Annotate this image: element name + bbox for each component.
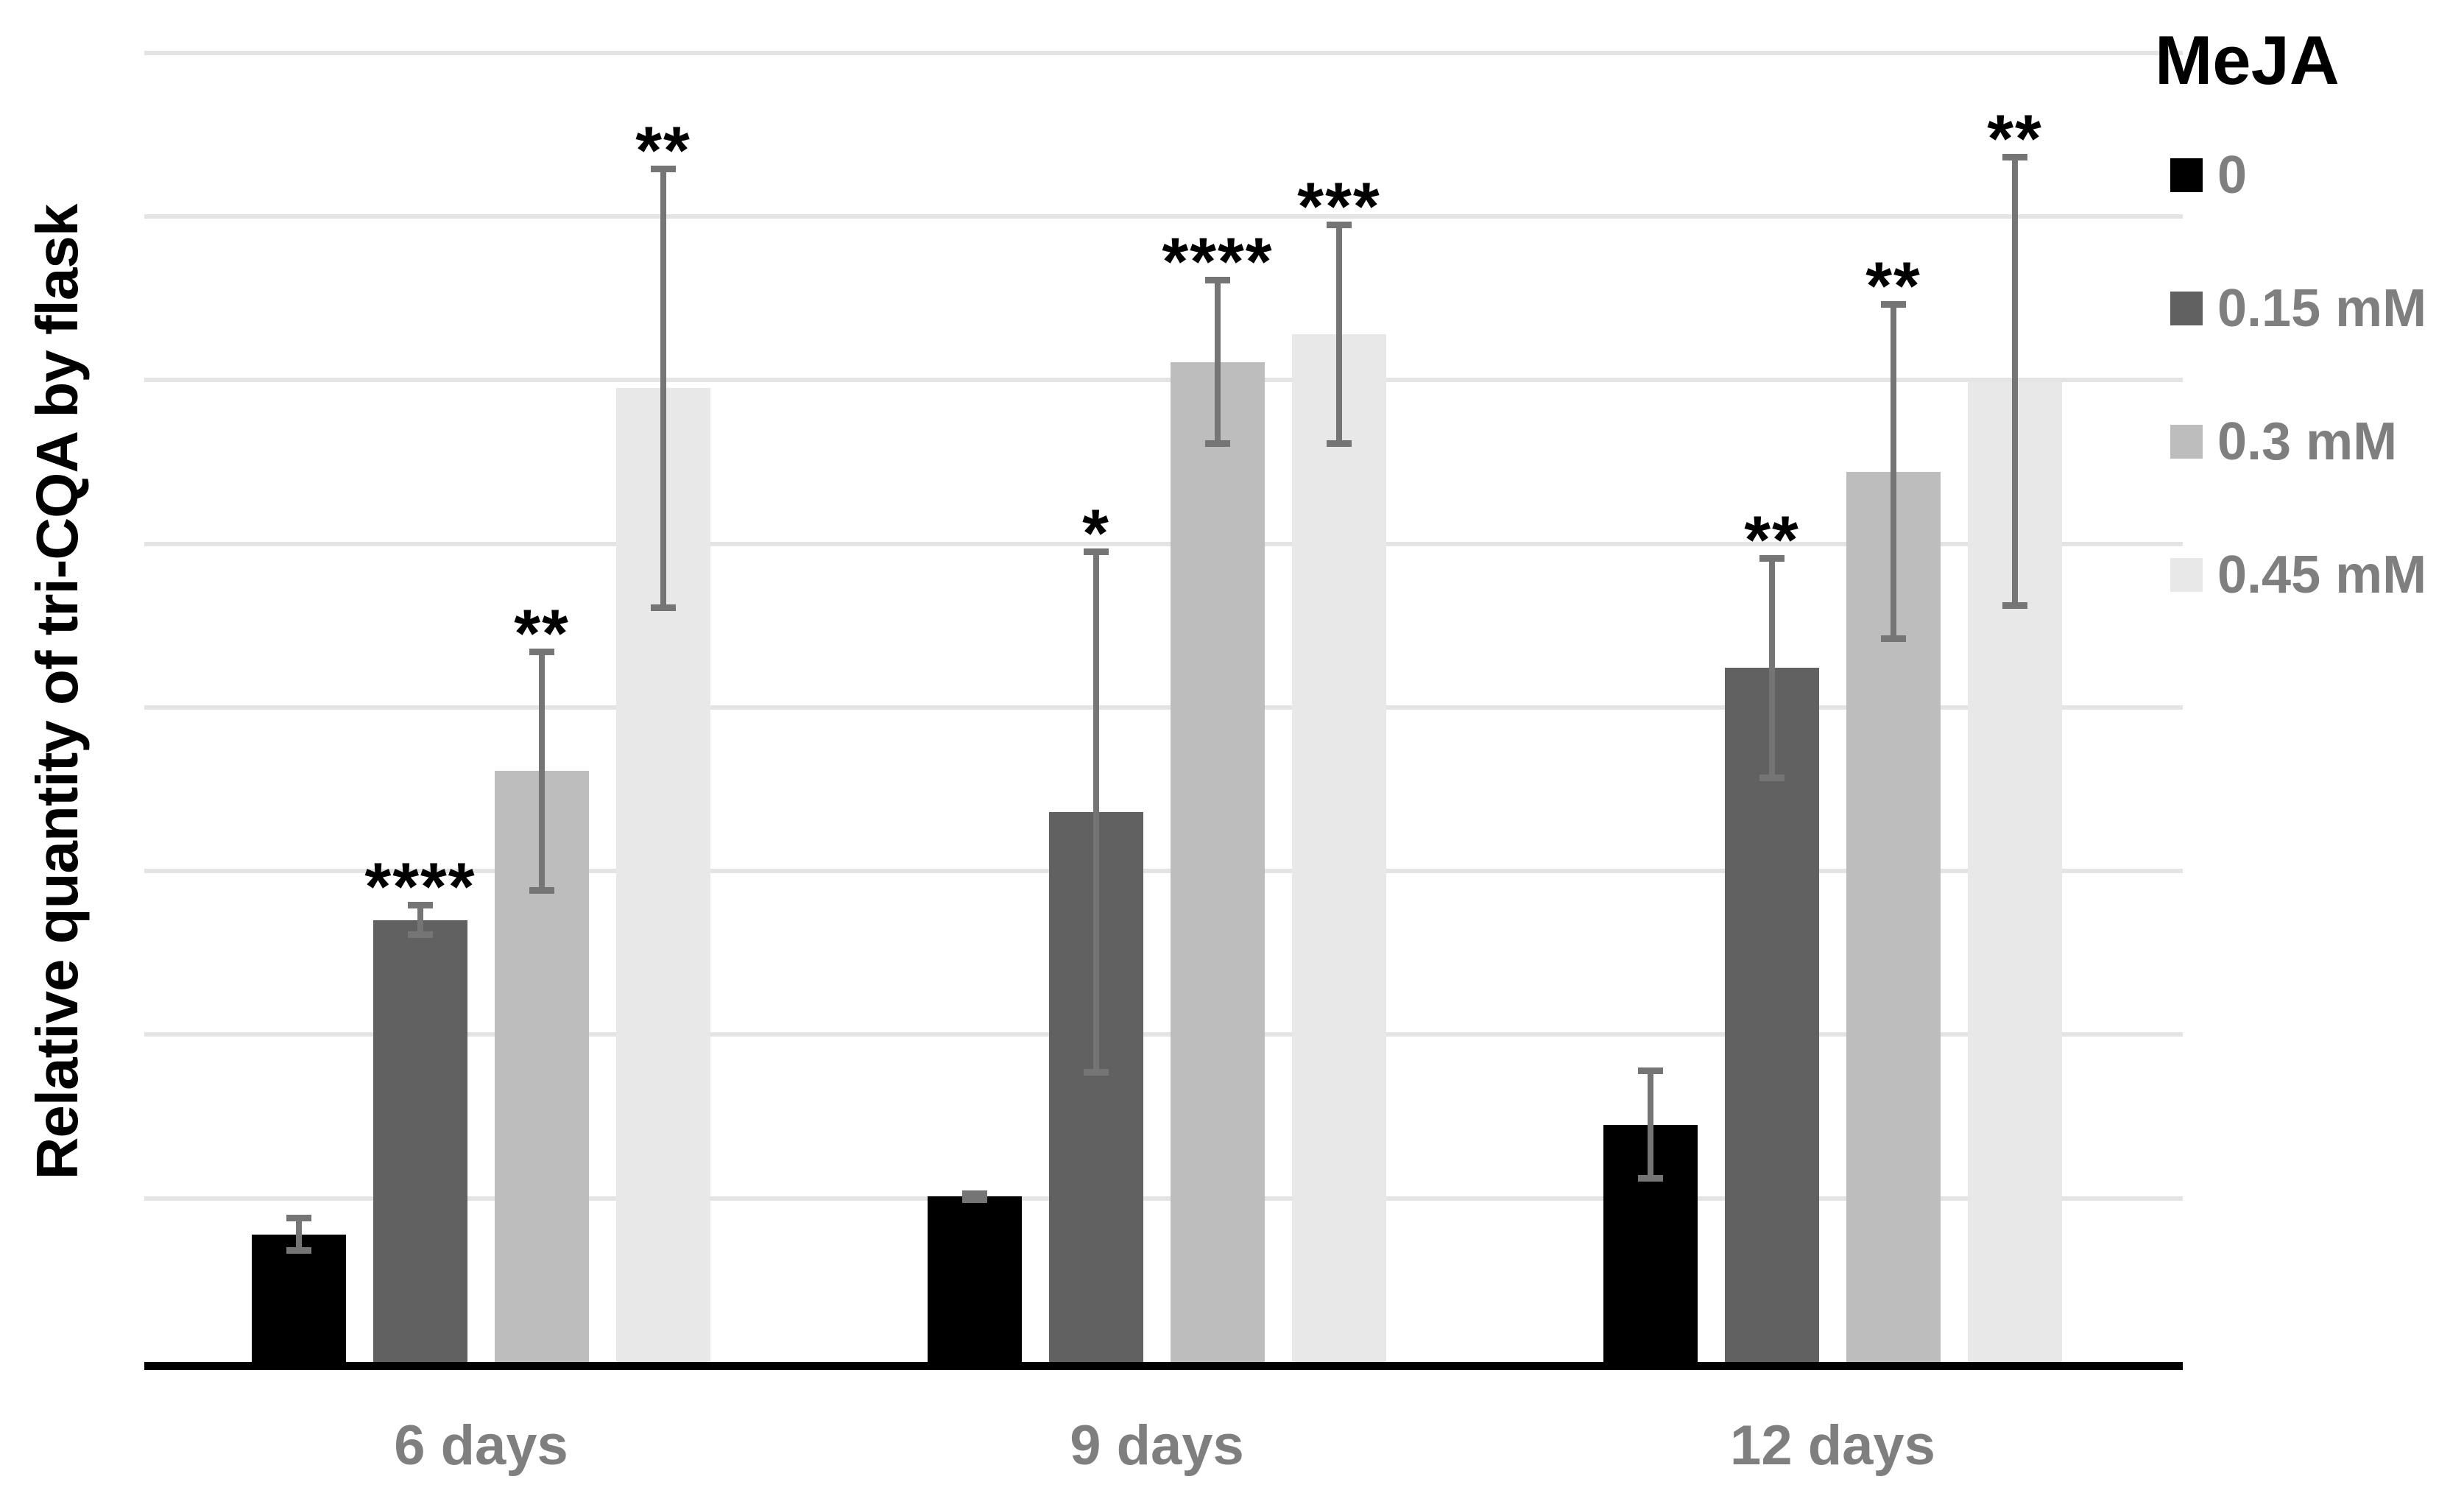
error-bar-bottom-cap — [1881, 635, 1906, 642]
legend-entry-0.15mM: 0.15 mM — [2170, 279, 2426, 338]
bar-0.3mM-9days — [1171, 361, 1265, 1362]
error-bar-top-cap — [1327, 221, 1352, 228]
x-axis-label: 6 days — [394, 1414, 568, 1477]
error-bar-bottom-cap — [1638, 1175, 1663, 1182]
legend-title: MeJA — [2155, 21, 2340, 99]
legend-entry-0.45mM: 0.45 mM — [2170, 546, 2426, 604]
x-axis-line — [144, 1362, 2183, 1370]
significance-label: ** — [1987, 102, 2043, 177]
x-axis-label: 12 days — [1730, 1414, 1935, 1477]
error-bar-bottom-cap — [286, 1247, 311, 1254]
error-bar — [1093, 548, 1099, 1076]
significance-label: ** — [635, 113, 691, 188]
legend-swatch — [2170, 558, 2203, 592]
gridline — [144, 50, 2183, 55]
error-bar-top-cap — [1881, 301, 1906, 308]
gridline — [144, 213, 2183, 219]
bar-0-6days — [252, 1234, 346, 1362]
error-bar-bottom-cap — [1205, 440, 1230, 448]
significance-label: *** — [1297, 169, 1381, 244]
bar-0.15mM-6days — [373, 920, 467, 1362]
error-bar-top-cap — [1084, 548, 1109, 556]
error-bar-bottom-cap — [2002, 602, 2027, 610]
error-bar — [1215, 277, 1221, 448]
error-bar — [296, 1214, 302, 1254]
bar-0-9days — [928, 1196, 1022, 1362]
gridline — [144, 378, 2183, 383]
legend-swatch — [2170, 425, 2203, 459]
error-bar-top-cap — [286, 1214, 311, 1221]
error-bar-bottom-cap — [651, 604, 676, 611]
error-bar-top-cap — [1759, 555, 1785, 562]
error-bar-bottom-cap — [1327, 440, 1352, 448]
gridline — [144, 1032, 2183, 1037]
error-bar-bottom-cap — [1084, 1068, 1109, 1076]
error-bar — [539, 648, 545, 894]
error-bar-bottom-cap — [962, 1196, 987, 1204]
significance-label: **** — [1162, 225, 1274, 300]
significance-label: * — [1082, 496, 1110, 572]
legend-entry-0.3mM: 0.3 mM — [2170, 412, 2397, 471]
legend-label: 0.45 mM — [2217, 546, 2427, 604]
error-bar-top-cap — [1638, 1067, 1663, 1074]
error-bar — [417, 902, 423, 939]
error-bar — [660, 165, 666, 611]
legend-label: 0.3 mM — [2217, 412, 2398, 471]
error-bar — [2012, 154, 2018, 610]
error-bar-top-cap — [529, 648, 554, 655]
error-bar-bottom-cap — [1759, 774, 1785, 781]
significance-label: **** — [364, 850, 476, 925]
gridline — [144, 869, 2183, 874]
bar-0.45mM-9days — [1292, 333, 1386, 1362]
error-bar-bottom-cap — [408, 931, 433, 939]
error-bar — [1336, 221, 1342, 448]
significance-label: ** — [1865, 249, 1921, 325]
legend-swatch — [2170, 158, 2203, 192]
x-axis-label: 9 days — [1070, 1414, 1244, 1477]
gridline — [144, 705, 2183, 710]
significance-label: ** — [514, 596, 570, 671]
error-bar-bottom-cap — [529, 887, 554, 894]
legend-label: 0.15 mM — [2217, 279, 2427, 338]
bar-0.15mM-12days — [1725, 668, 1819, 1362]
error-bar-top-cap — [408, 902, 433, 909]
error-bar — [1769, 555, 1775, 781]
error-bar-top-cap — [2002, 154, 2027, 161]
gridline — [144, 1196, 2183, 1201]
legend-label: 0 — [2217, 146, 2248, 205]
legend-entry-0: 0 — [2170, 146, 2247, 205]
legend-swatch — [2170, 292, 2203, 325]
error-bar-top-cap — [962, 1190, 987, 1197]
error-bar-top-cap — [1205, 277, 1230, 284]
error-bar-top-cap — [651, 165, 676, 172]
gridline — [144, 541, 2183, 546]
error-bar — [1648, 1067, 1653, 1182]
error-bar — [1891, 301, 1896, 642]
significance-label: ** — [1744, 503, 1800, 579]
